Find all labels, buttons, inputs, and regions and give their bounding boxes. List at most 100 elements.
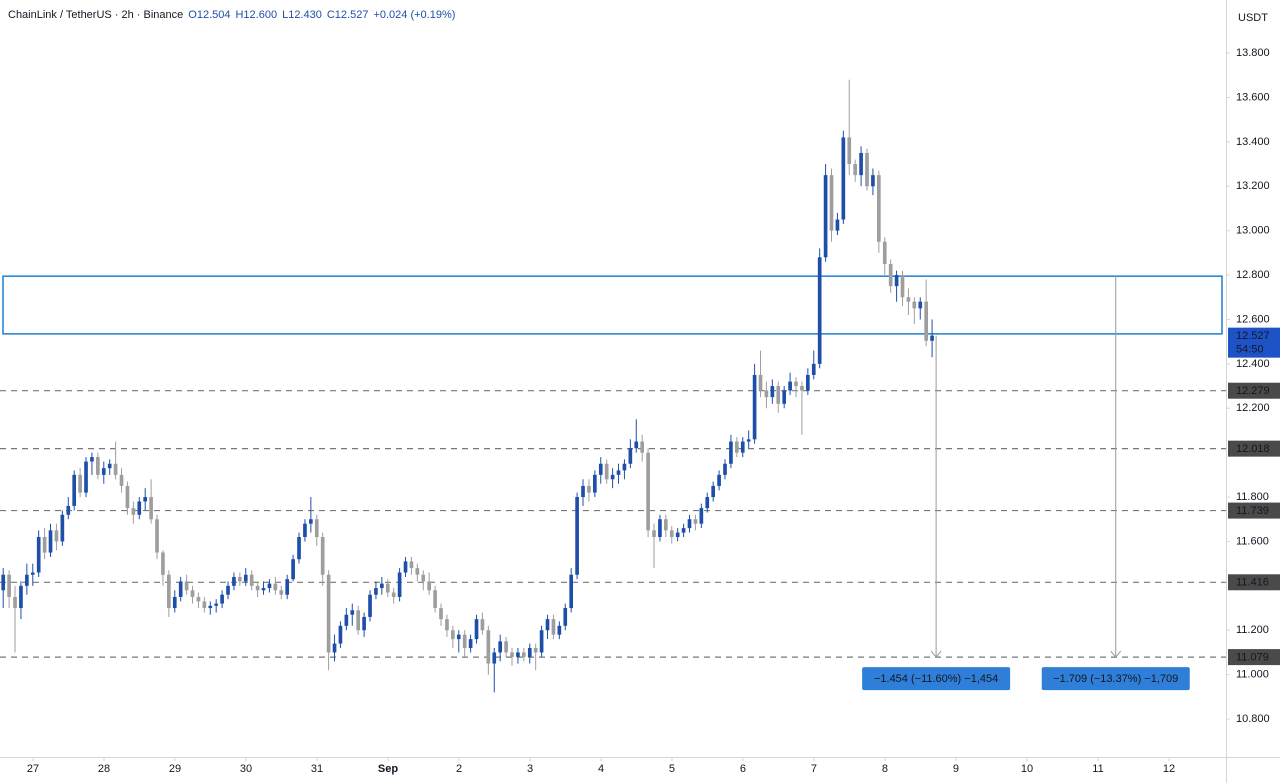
candle-body [7,574,11,597]
candle-body [498,641,503,653]
legend-value: H12.600 [235,9,278,21]
candle-body [238,576,242,582]
candle-body [699,508,704,524]
candle-body [882,241,887,264]
candle-body [669,530,674,538]
candle-body [888,263,893,287]
x-tick-label: 9 [953,763,959,775]
candle-body [362,616,366,631]
x-tick-label: 12 [1163,763,1175,775]
measure-label-box [862,667,1011,691]
candle-body [865,152,869,187]
candle-body [924,301,929,341]
candle-body [320,537,325,575]
level-label: 11.416 [1236,577,1269,589]
candle-body [54,530,59,542]
legend-value: L12.430 [282,9,322,21]
y-tick-label: 11.200 [1236,624,1269,636]
candle-body [48,530,53,553]
candle-body [906,297,911,302]
candle-body [143,497,148,502]
legend-value: +0.024 (+0.19%) [373,9,456,21]
candle-body [658,519,662,538]
candle-body [84,461,88,493]
candle-body [557,625,562,635]
candle-body [350,610,355,615]
countdown-label: 54:50 [1236,344,1264,356]
candle-body [172,596,177,609]
candle-body [859,152,863,176]
candle-body [380,583,384,589]
x-tick-label: 28 [98,763,110,775]
candle-body [569,574,574,609]
candle-body [421,574,426,582]
candle-body [622,463,627,471]
candle-body [391,592,396,597]
y-tick-label: 11.800 [1236,491,1269,503]
candle-body [374,588,378,595]
candle-body [344,614,349,626]
candle-body [261,588,266,591]
candle-body [664,519,668,531]
candle-body [60,514,65,542]
x-tick-label: 30 [240,763,252,775]
candle-body [480,619,485,631]
candle-body [871,175,875,187]
candle-body [829,175,834,231]
x-tick-label: 3 [527,763,533,775]
candle-body [243,574,248,582]
x-tick-label: 7 [811,763,817,775]
candle-body [652,530,656,538]
candle-body [492,652,497,664]
candle-body [208,605,213,609]
candle-body [806,374,810,391]
candle-body [155,519,159,553]
level-label-box [1228,574,1280,591]
candle-body [249,574,254,586]
candle-body [439,608,443,620]
candle-body [516,652,520,657]
level-label: 12.279 [1236,385,1270,397]
candle-body [740,441,745,453]
candle-body [190,590,195,597]
candle-body [90,457,94,462]
y-tick-label: 13.200 [1236,180,1270,192]
level-label-box [1228,440,1280,457]
candle-body [220,594,224,604]
candle-body [735,441,739,453]
candle-body [628,448,633,464]
candle-body [563,608,568,626]
candle-body [930,335,934,341]
candle-body [19,585,23,609]
candle-body [841,137,846,220]
candle-body [178,581,183,597]
y-tick-label: 12.400 [1236,358,1270,370]
x-tick-label: 27 [27,763,39,775]
candle-body [125,485,130,509]
candle-body [717,474,721,486]
candle-body [705,497,710,509]
candle-body [877,175,881,242]
candle-body [811,363,816,375]
candle-body [445,619,449,631]
candle-body [433,590,437,609]
y-tick-label: 13.400 [1236,136,1270,148]
candle-body [96,457,100,475]
candle-body [451,630,455,640]
candle-body [847,137,852,165]
candle-body [255,585,260,591]
candle-body [587,485,591,493]
x-tick-label: 10 [1021,763,1033,775]
candle-body [616,470,621,475]
x-tick-label: 11 [1092,763,1103,775]
candle-body [456,634,461,640]
candle-body [504,641,508,653]
candle-body [279,590,284,595]
candle-body [604,463,609,480]
candle-body [184,581,189,591]
candle-body [291,559,295,580]
candle-body [42,537,47,553]
measure-label: −1.709 (−13.37%) −1,709 [1053,673,1178,685]
